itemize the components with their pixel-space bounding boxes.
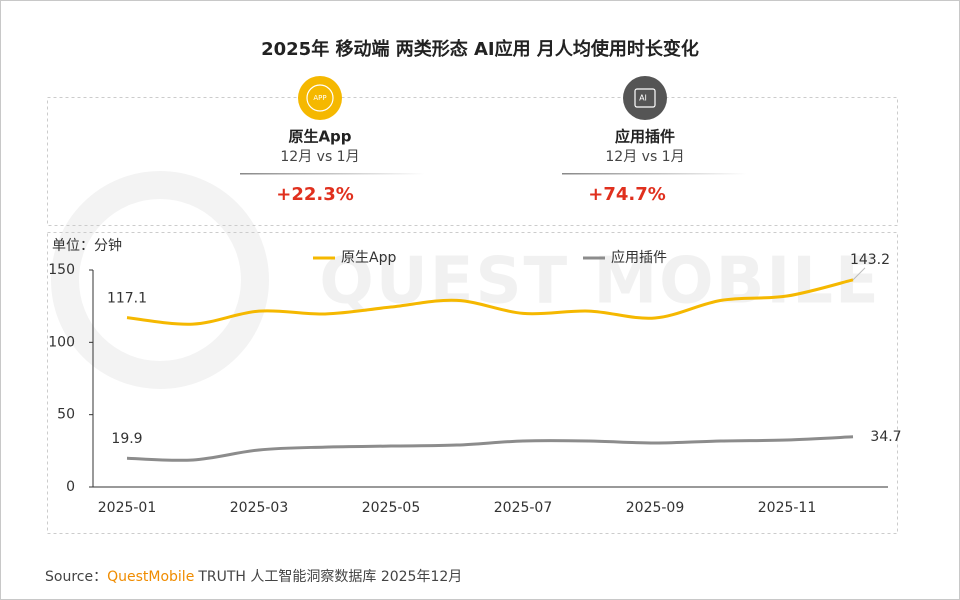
legend-label: 原生App: [341, 250, 396, 266]
icon: [623, 76, 667, 120]
y-tick-label: 100: [48, 334, 75, 350]
source-label: Source：QuestMobile TRUTH 人工智能洞察数据库 2025年1…: [45, 568, 462, 585]
card-title: 原生App: [288, 128, 351, 146]
watermark-logo: [51, 171, 269, 389]
data-label: 143.2: [850, 252, 890, 268]
divider: [240, 173, 425, 175]
data-label: 19.9: [111, 431, 142, 447]
card-change: +22.3%: [276, 184, 354, 205]
x-tick-label: 2025-03: [230, 500, 289, 516]
source-text: TRUTH 人工智能洞察数据库 2025年12月: [197, 568, 462, 585]
icon-label: AI: [639, 94, 647, 103]
icon: [298, 76, 342, 120]
card-title: 应用插件: [615, 128, 675, 146]
x-tick-label: 2025-09: [626, 500, 685, 516]
y-axis-label: 单位：分钟: [52, 237, 122, 254]
x-tick-label: 2025-01: [98, 500, 157, 516]
chart-title: 2025年 移动端 两类形态 AI应用 月人均使用时长变化: [261, 38, 699, 60]
summary-card: AI 应用插件 12月 vs 1月 +74.7%: [562, 76, 747, 205]
line: [126, 435, 854, 462]
legend-label: 应用插件: [611, 249, 667, 266]
x-tick-label: 2025-11: [758, 500, 817, 516]
source-brand: QuestMobile: [107, 569, 194, 585]
y-tick-label: 0: [66, 479, 75, 495]
card-change: +74.7%: [588, 184, 666, 205]
card-period: 12月 vs 1月: [605, 149, 684, 165]
card-period: 12月 vs 1月: [280, 149, 359, 165]
divider: [562, 173, 747, 175]
icon-frame: [634, 88, 656, 108]
y-tick-label: 150: [48, 262, 75, 278]
source-prefix: Source：: [45, 569, 107, 585]
summary-card: APP 原生App 12月 vs 1月 +22.3%: [240, 76, 425, 205]
leader-line: [852, 267, 866, 281]
icon-label: APP: [313, 94, 326, 102]
x-tick-label: 2025-07: [494, 500, 553, 516]
data-label: 117.1: [107, 291, 147, 307]
x-tick-label: 2025-05: [362, 500, 421, 516]
y-tick-label: 50: [57, 407, 75, 423]
icon-ring: [306, 84, 334, 112]
summary-panel: [47, 97, 898, 226]
watermark: QUEST MOBILE: [319, 245, 880, 319]
data-label: 34.7: [870, 429, 901, 445]
line: [126, 278, 854, 326]
